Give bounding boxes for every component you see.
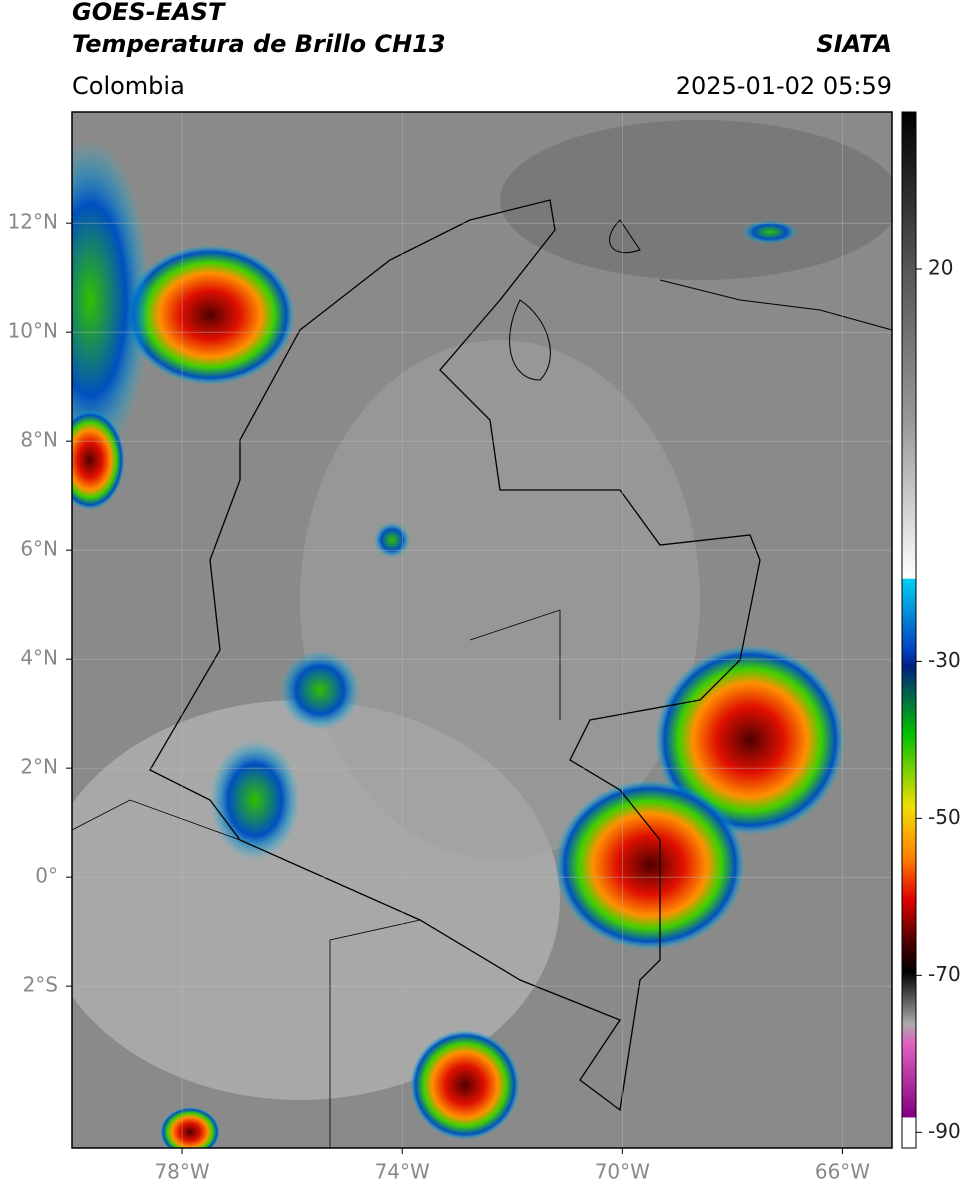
lon-tick-label: 66°W [815, 1160, 870, 1184]
lat-tick-label: 12°N [8, 210, 58, 234]
colorbar-tick-label: -70 [928, 962, 961, 986]
lat-tick-label: 6°N [20, 537, 58, 561]
subtitle: Temperatura de Brillo CH13 [72, 30, 446, 58]
colorbar-tick-label: -30 [928, 648, 961, 672]
lon-tick-label: 74°W [375, 1160, 430, 1184]
colorbar-tick-label: 20 [928, 255, 953, 279]
lat-tick-label: 2°N [20, 755, 58, 779]
lon-tick-label: 78°W [154, 1160, 209, 1184]
lat-tick-label: 2°S [23, 973, 58, 997]
lat-tick-label: 8°N [20, 428, 58, 452]
grid [72, 112, 892, 1148]
colorbar [901, 111, 917, 1149]
colorbar-tick-label: -50 [928, 805, 961, 829]
lon-tick-label: 70°W [595, 1160, 650, 1184]
colorbar-tick-label: -90 [928, 1119, 961, 1143]
title: GOES-EAST [72, 0, 226, 26]
map-image [72, 112, 892, 1148]
lat-tick-label: 0° [35, 864, 58, 888]
datetime: 2025-01-02 05:59 [676, 72, 892, 100]
region: Colombia [72, 72, 185, 100]
lat-tick-label: 10°N [8, 319, 58, 343]
source: SIATA [816, 30, 892, 58]
lat-tick-label: 4°N [20, 646, 58, 670]
map-frame [71, 111, 893, 1149]
